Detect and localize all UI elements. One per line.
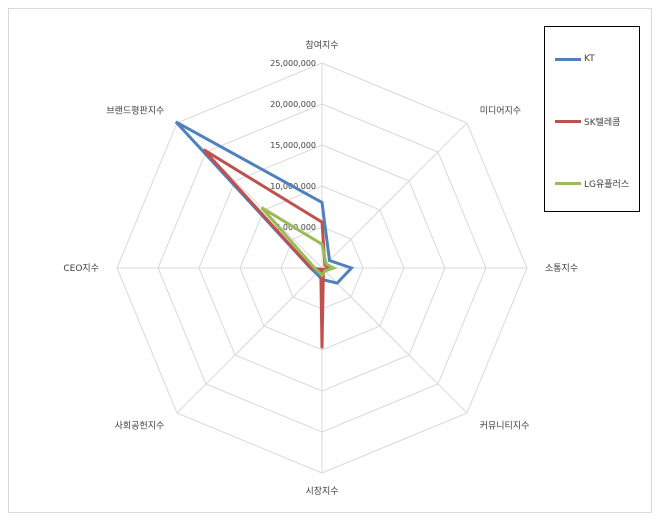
- tick-label: 20,000,000: [270, 100, 316, 109]
- legend-swatch-kt: [555, 57, 581, 61]
- spoke-6: [176, 267, 323, 414]
- legend-swatch-skt: [555, 119, 581, 123]
- axis-label: 커뮤니티지수: [480, 421, 530, 432]
- axis-label: 사회공헌지수: [115, 421, 165, 432]
- tick-label: 15,000,000: [270, 141, 316, 150]
- axis-label: 참여지수: [305, 39, 338, 51]
- spoke-2: [321, 122, 468, 269]
- legend-item-skt: SK텔레콤: [555, 115, 621, 128]
- axis-label: 소통지수: [545, 263, 578, 274]
- axis-label: 브랜드평판지수: [106, 105, 164, 116]
- series-line: [260, 206, 338, 278]
- legend-label-lgu: LG유플러스: [584, 179, 630, 190]
- legend-label-kt: KT: [584, 54, 595, 64]
- axis-label: CEO지수: [63, 263, 99, 274]
- spoke-4: [321, 267, 468, 414]
- axis-label: 미디어지수: [480, 105, 521, 116]
- legend-label-skt: SK텔레콤: [584, 117, 621, 128]
- tick-label: 25,000,000: [270, 59, 316, 68]
- axis-label: 시장지수: [305, 486, 338, 497]
- legend: KT SK텔레콤 LG유플러스: [544, 26, 640, 212]
- legend-swatch-lgu: [555, 181, 581, 185]
- series-line: [202, 148, 335, 349]
- legend-item-lgu: LG유플러스: [555, 177, 630, 190]
- legend-item-kt: KT: [555, 53, 595, 65]
- series-lines: [174, 120, 355, 349]
